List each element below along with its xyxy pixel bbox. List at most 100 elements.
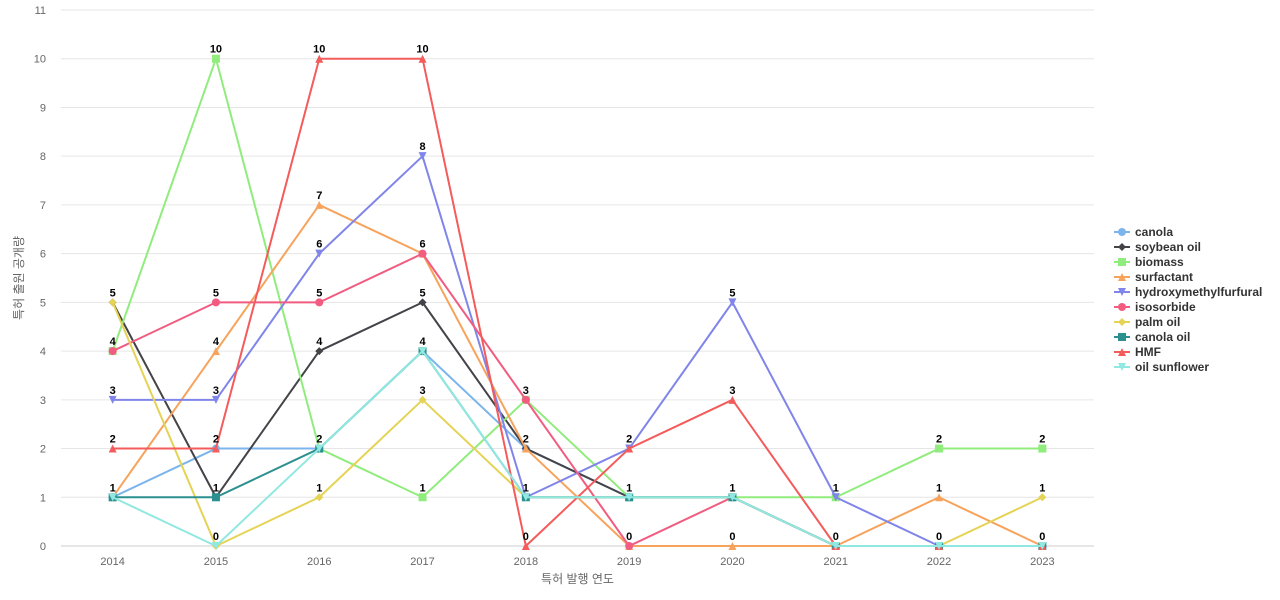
data-point-hmf: [728, 395, 737, 404]
legend-label: surfactant: [1135, 269, 1194, 284]
data-point-hmf: [418, 54, 427, 63]
legend-item-soybean-oil[interactable]: soybean oil: [1114, 239, 1274, 254]
legend-item-biomass[interactable]: biomass: [1114, 254, 1274, 269]
legend-symbol-palm-oil: [1114, 317, 1130, 326]
legend-item-isosorbide[interactable]: isosorbide: [1114, 299, 1274, 314]
series-line-palm-oil: [111, 301, 1043, 547]
data-point-oil-sunflower: [1038, 542, 1047, 550]
data-label: 0: [213, 531, 219, 543]
data-point-biomass: [1038, 444, 1047, 453]
x-axis-title: 특허 발행 연도: [541, 571, 614, 586]
y-tick-label: 11: [35, 5, 46, 17]
y-tick-label: 3: [40, 395, 46, 407]
data-label: 10: [416, 44, 428, 56]
data-label: 1: [1039, 482, 1045, 494]
legend-label: canola oil: [1135, 329, 1191, 344]
data-point-hydroxymethylfurfural: [315, 249, 324, 258]
legend-symbol-surfactant: [1114, 272, 1130, 281]
y-axis-title: 특허 출원 공개량: [12, 236, 26, 320]
y-tick-label: 8: [40, 151, 46, 163]
data-point-hydroxymethylfurfural: [418, 152, 427, 161]
legend-label: canola: [1135, 224, 1174, 239]
data-label: 0: [1039, 531, 1045, 543]
y-tick-label: 5: [40, 297, 46, 309]
y-tick-label: 10: [34, 54, 46, 66]
x-tick-label: 2019: [617, 556, 641, 568]
y-tick-label: 2: [40, 444, 46, 456]
data-label: 2: [523, 434, 529, 446]
data-label: 3: [110, 385, 116, 397]
data-point-hydroxymethylfurfural: [211, 395, 220, 404]
data-point-palm-oil: [418, 395, 427, 404]
y-tick-label: 6: [40, 249, 46, 261]
x-tick-label: 2020: [720, 556, 744, 568]
legend-label: soybean oil: [1135, 239, 1202, 254]
series-line-biomass: [111, 57, 1043, 499]
data-label: 4: [316, 336, 323, 348]
legend-symbol-canola-oil: [1114, 332, 1130, 341]
data-point-hmf: [211, 444, 220, 453]
data-label: 3: [419, 385, 425, 397]
data-label: 0: [626, 531, 632, 543]
data-point-biomass: [418, 493, 427, 502]
chart-legend: canola soybean oil biomass surfactant hydrox…: [1114, 224, 1274, 374]
data-point-oil-sunflower: [211, 542, 220, 550]
data-label: 2: [316, 434, 322, 446]
legend-item-hmf[interactable]: HMF: [1114, 344, 1274, 359]
data-point-palm-oil: [315, 493, 324, 502]
legend-label: isosorbide: [1135, 299, 1196, 314]
data-label: 6: [316, 239, 322, 251]
data-point-hydroxymethylfurfural: [108, 395, 117, 404]
data-label: 1: [729, 482, 735, 494]
y-tick-label: 9: [40, 102, 46, 114]
data-label: 0: [523, 531, 529, 543]
legend-symbol-soybean-oil: [1114, 242, 1130, 251]
legend-item-surfactant[interactable]: surfactant: [1114, 269, 1274, 284]
data-label: 1: [523, 482, 529, 494]
legend-symbol-oil-sunflower: [1114, 362, 1130, 371]
data-label: 5: [110, 287, 116, 299]
data-point-hydroxymethylfurfural: [831, 493, 840, 502]
data-point-surfactant: [521, 444, 530, 453]
data-label: 2: [1039, 434, 1045, 446]
legend-item-oil-sunflower[interactable]: oil sunflower: [1114, 359, 1274, 374]
data-label: 0: [936, 531, 942, 543]
legend-symbol-isosorbide: [1114, 302, 1130, 311]
y-tick-label: 0: [40, 541, 46, 553]
data-point-oil-sunflower: [625, 493, 634, 502]
legend-label: HMF: [1135, 344, 1161, 359]
data-point-isosorbide: [418, 249, 427, 258]
x-tick-label: 2014: [100, 556, 124, 568]
data-point-hmf: [521, 542, 530, 550]
legend-item-canola[interactable]: canola: [1114, 224, 1274, 239]
x-tick-label: 2017: [410, 556, 434, 568]
data-label: 1: [936, 482, 942, 494]
data-point-oil-sunflower: [315, 444, 324, 453]
series-line-soybean-oil: [111, 301, 1043, 547]
data-label: 1: [213, 482, 219, 494]
legend-symbol-canola: [1114, 227, 1130, 236]
data-point-hydroxymethylfurfural: [728, 298, 737, 307]
data-point-isosorbide: [108, 347, 117, 356]
data-point-soybean-oil: [315, 347, 324, 356]
data-point-surfactant: [935, 493, 944, 502]
x-tick-label: 2021: [824, 556, 848, 568]
legend-symbol-hydroxymethylfurfural: [1114, 287, 1130, 296]
legend-label: hydroxymethylfurfural: [1135, 284, 1263, 299]
data-label: 4: [419, 336, 426, 348]
data-point-hmf: [625, 444, 634, 453]
data-label: 3: [729, 385, 735, 397]
data-label: 8: [419, 141, 425, 153]
data-label: 2: [110, 434, 116, 446]
x-tick-label: 2023: [1030, 556, 1054, 568]
data-label: 5: [729, 287, 735, 299]
legend-item-canola-oil[interactable]: canola oil: [1114, 329, 1274, 344]
data-label: 5: [316, 287, 322, 299]
data-label: 1: [626, 482, 632, 494]
data-point-isosorbide: [521, 395, 530, 404]
legend-symbol-biomass: [1114, 257, 1130, 266]
data-point-oil-sunflower: [108, 493, 117, 502]
legend-item-palm-oil[interactable]: palm oil: [1114, 314, 1274, 329]
data-point-palm-oil: [1038, 493, 1047, 502]
legend-item-hydroxymethylfurfural[interactable]: hydroxymethylfurfural: [1114, 284, 1274, 299]
